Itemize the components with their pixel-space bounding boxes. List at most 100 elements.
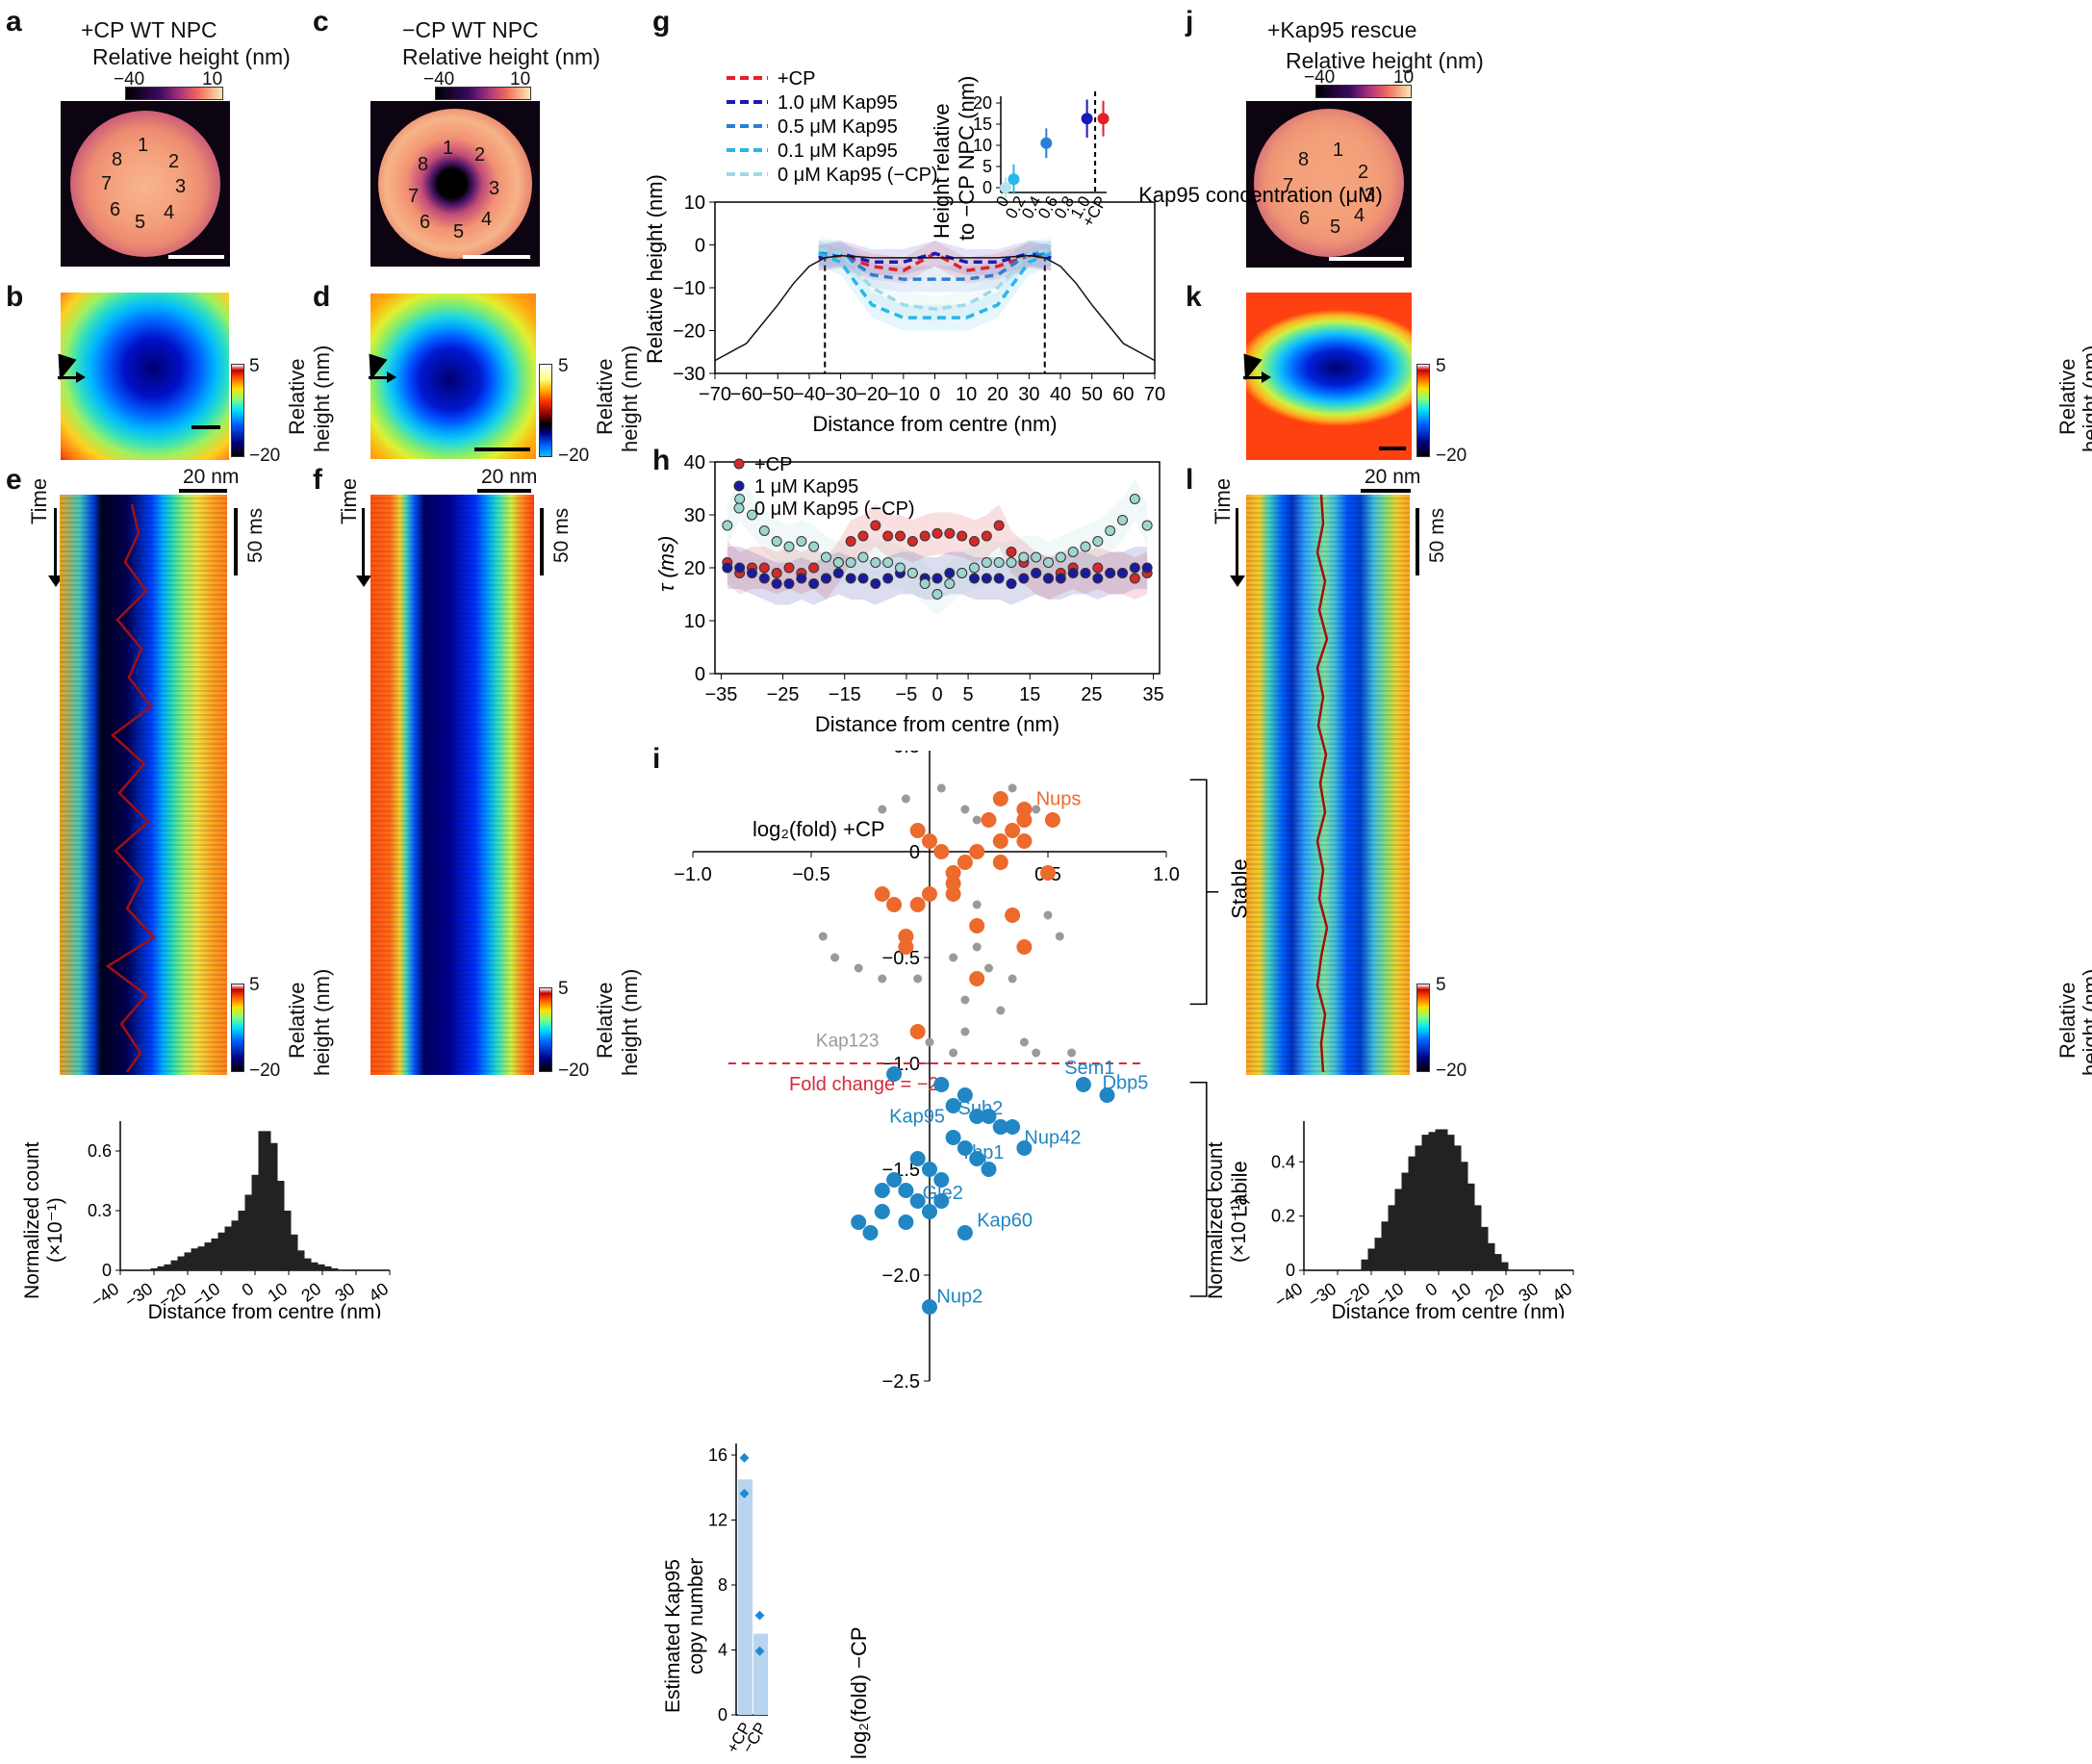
x-tick-label: −50	[761, 384, 794, 405]
y-tick-label: −10	[673, 278, 705, 299]
panel-a-num: 1	[138, 135, 149, 156]
x-tick-label: 10	[956, 384, 977, 405]
data-point	[1040, 865, 1056, 881]
panel-f-scale-bar	[477, 489, 531, 493]
point-label-kap123: Kap123	[816, 1031, 880, 1051]
x-axis-label: Distance from centre (nm)	[1332, 1301, 1566, 1318]
x-tick-label: −30	[825, 384, 857, 405]
data-point	[1008, 783, 1017, 793]
inset-y-tick-label: 10	[973, 136, 992, 155]
panel-label-b: b	[6, 281, 24, 313]
data-point	[771, 568, 782, 578]
data-point	[818, 932, 828, 941]
stable-bracket	[1189, 779, 1208, 1006]
panel-b-cb-label2: height (nm)	[310, 345, 334, 452]
data-point	[969, 844, 985, 859]
data-point	[878, 974, 887, 984]
panel-a-num: 6	[110, 199, 121, 220]
y-axis-label: Normalized count	[1205, 1141, 1227, 1299]
data-point	[931, 527, 943, 539]
panel-i-chart: −1.0−0.50.51.00.50−0.5−1.0−1.5−2.0−2.5lo…	[662, 751, 1252, 1759]
panel-j-colorbar	[1315, 85, 1412, 98]
data-point	[1032, 805, 1041, 814]
data-point	[874, 1183, 890, 1198]
data-point	[886, 1066, 903, 1082]
panel-label-l: l	[1186, 464, 1194, 496]
data-point	[895, 562, 906, 574]
y-axis-label-unit: (×10⁻¹)	[44, 1197, 66, 1263]
data-point	[830, 953, 840, 962]
data-point	[945, 865, 961, 881]
data-point	[1043, 573, 1054, 584]
inset-point	[739, 1452, 750, 1463]
x-tick-label: 20	[987, 384, 1008, 405]
panel-label-j: j	[1186, 6, 1194, 38]
histogram-bar	[319, 1265, 332, 1270]
data-point	[1092, 536, 1104, 547]
panel-j-cb-max: 10	[1393, 67, 1415, 88]
panel-label-g: g	[652, 6, 671, 38]
legend-marker	[733, 458, 745, 470]
y-axis-label: τ (ms)	[654, 536, 678, 592]
x-tick-label: 15	[1019, 684, 1040, 705]
series-band	[818, 241, 1052, 331]
data-point	[931, 589, 943, 600]
panel-c-num: 1	[443, 138, 454, 159]
data-point	[874, 886, 890, 902]
data-point	[1117, 515, 1128, 525]
data-point	[909, 823, 926, 838]
panel-c-subtitle: Relative height (nm)	[402, 44, 600, 69]
data-point	[1016, 833, 1033, 849]
inset-y-tick-label: 0	[982, 178, 992, 197]
panel-l-scale-text: 20 nm	[1365, 466, 1421, 488]
point-label-sub2: Sub2	[958, 1098, 1004, 1119]
data-point	[1055, 551, 1066, 563]
labile-label: Labile	[1228, 1161, 1252, 1217]
data-point	[969, 1109, 985, 1124]
data-point	[972, 815, 982, 825]
panel-e-cb-max: 5	[249, 975, 260, 995]
panel-label-f: f	[313, 464, 322, 496]
histogram-bar	[1361, 1259, 1374, 1270]
x-tick-label: 35	[1142, 684, 1163, 705]
data-point	[1016, 1140, 1033, 1156]
panel-c-cb-max: 10	[510, 69, 531, 89]
legend-label: +CP	[754, 454, 792, 475]
inset-bar	[738, 1479, 753, 1715]
panel-j-cb-min: −40	[1304, 67, 1336, 88]
panel-c-npc-image	[370, 101, 540, 267]
panel-a-npc-image	[61, 101, 230, 267]
x-tick-label: −15	[829, 684, 861, 705]
labile-bracket	[1189, 1082, 1208, 1297]
data-point	[949, 953, 958, 962]
data-point	[969, 918, 985, 933]
legend-label: 1.0 μM Kap95	[778, 92, 898, 114]
x-tick-label: −0.5	[792, 864, 829, 885]
data-point	[944, 527, 956, 539]
y-tick-label: 0	[695, 664, 705, 685]
panel-b-colorbar	[231, 364, 244, 457]
y-tick-label: 0	[102, 1261, 112, 1280]
data-point	[909, 1151, 926, 1166]
data-point	[922, 886, 937, 902]
x-axis-label: Distance from centre (nm)	[815, 712, 1059, 736]
series-band	[818, 241, 1052, 293]
x-tick-label: −25	[767, 684, 800, 705]
data-point	[808, 541, 820, 552]
point-label-dbp5: Dbp5	[1103, 1072, 1149, 1093]
legend-marker	[733, 502, 745, 514]
data-point	[771, 578, 782, 589]
data-point	[862, 1225, 879, 1240]
y-tick-label: −2.5	[882, 1371, 920, 1393]
data-point	[796, 536, 807, 547]
panel-l-trajectory	[1315, 495, 1329, 1073]
data-point	[957, 530, 968, 542]
data-point	[992, 1119, 1008, 1135]
data-point	[771, 536, 782, 547]
panel-j-num: 3	[1365, 185, 1376, 206]
y-tick-label: −20	[673, 321, 705, 343]
panel-l-time-arrowhead-icon	[1230, 575, 1245, 587]
panel-d-cb-label1: Relative	[593, 358, 617, 435]
x-tick-label: 40	[1050, 384, 1071, 405]
